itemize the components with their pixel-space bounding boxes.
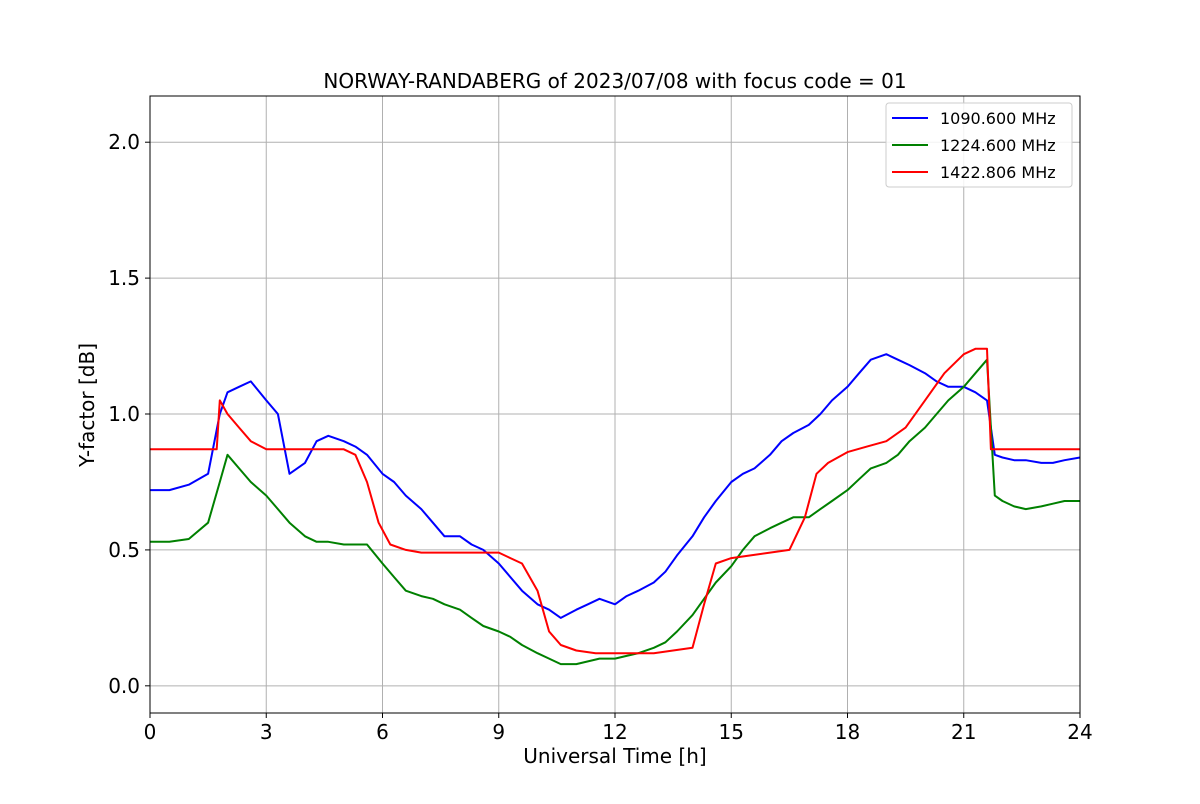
x-axis-label: Universal Time [h] <box>523 744 706 768</box>
legend-label-1: 1090.600 MHz <box>940 109 1056 128</box>
x-tick-label: 12 <box>602 720 627 744</box>
ticks-layer: 0 3 6 9 12 15 18 21 24 0.0 0.5 1.0 1.5 2.0 <box>108 130 1093 744</box>
y-axis-label: Y-factor [dB] <box>75 343 99 468</box>
x-tick-label: 6 <box>376 720 389 744</box>
legend-entries: 1090.600 MHz 1224.600 MHz 1422.806 MHz <box>892 109 1056 182</box>
x-tick-label: 24 <box>1067 720 1092 744</box>
y-tick-label: 1.0 <box>108 402 140 426</box>
series-layer <box>150 347 1081 666</box>
legend-label-2: 1224.600 MHz <box>940 136 1056 155</box>
legend-frame <box>885 102 1073 188</box>
y-tick-label: 1.5 <box>108 266 140 290</box>
y-tick-label: 0.0 <box>108 674 140 698</box>
legend-label-3: 1422.806 MHz <box>940 163 1056 182</box>
x-tick-label: 18 <box>835 720 860 744</box>
series-line-3 <box>150 347 1080 655</box>
x-tick-label: 3 <box>260 720 273 744</box>
x-tick-label: 0 <box>144 720 157 744</box>
chart-title: NORWAY-RANDABERG of 2023/07/08 with focu… <box>323 69 906 93</box>
y-tick-label: 0.5 <box>108 538 140 562</box>
x-tick-label: 21 <box>951 720 976 744</box>
x-tick-label: 9 <box>492 720 505 744</box>
series-line-2 <box>150 358 1080 666</box>
legend: 1090.600 MHz 1224.600 MHz 1422.806 MHz <box>885 102 1073 188</box>
y-tick-label: 2.0 <box>108 130 140 154</box>
x-tick-label: 15 <box>719 720 744 744</box>
series-line-1 <box>150 353 1081 619</box>
